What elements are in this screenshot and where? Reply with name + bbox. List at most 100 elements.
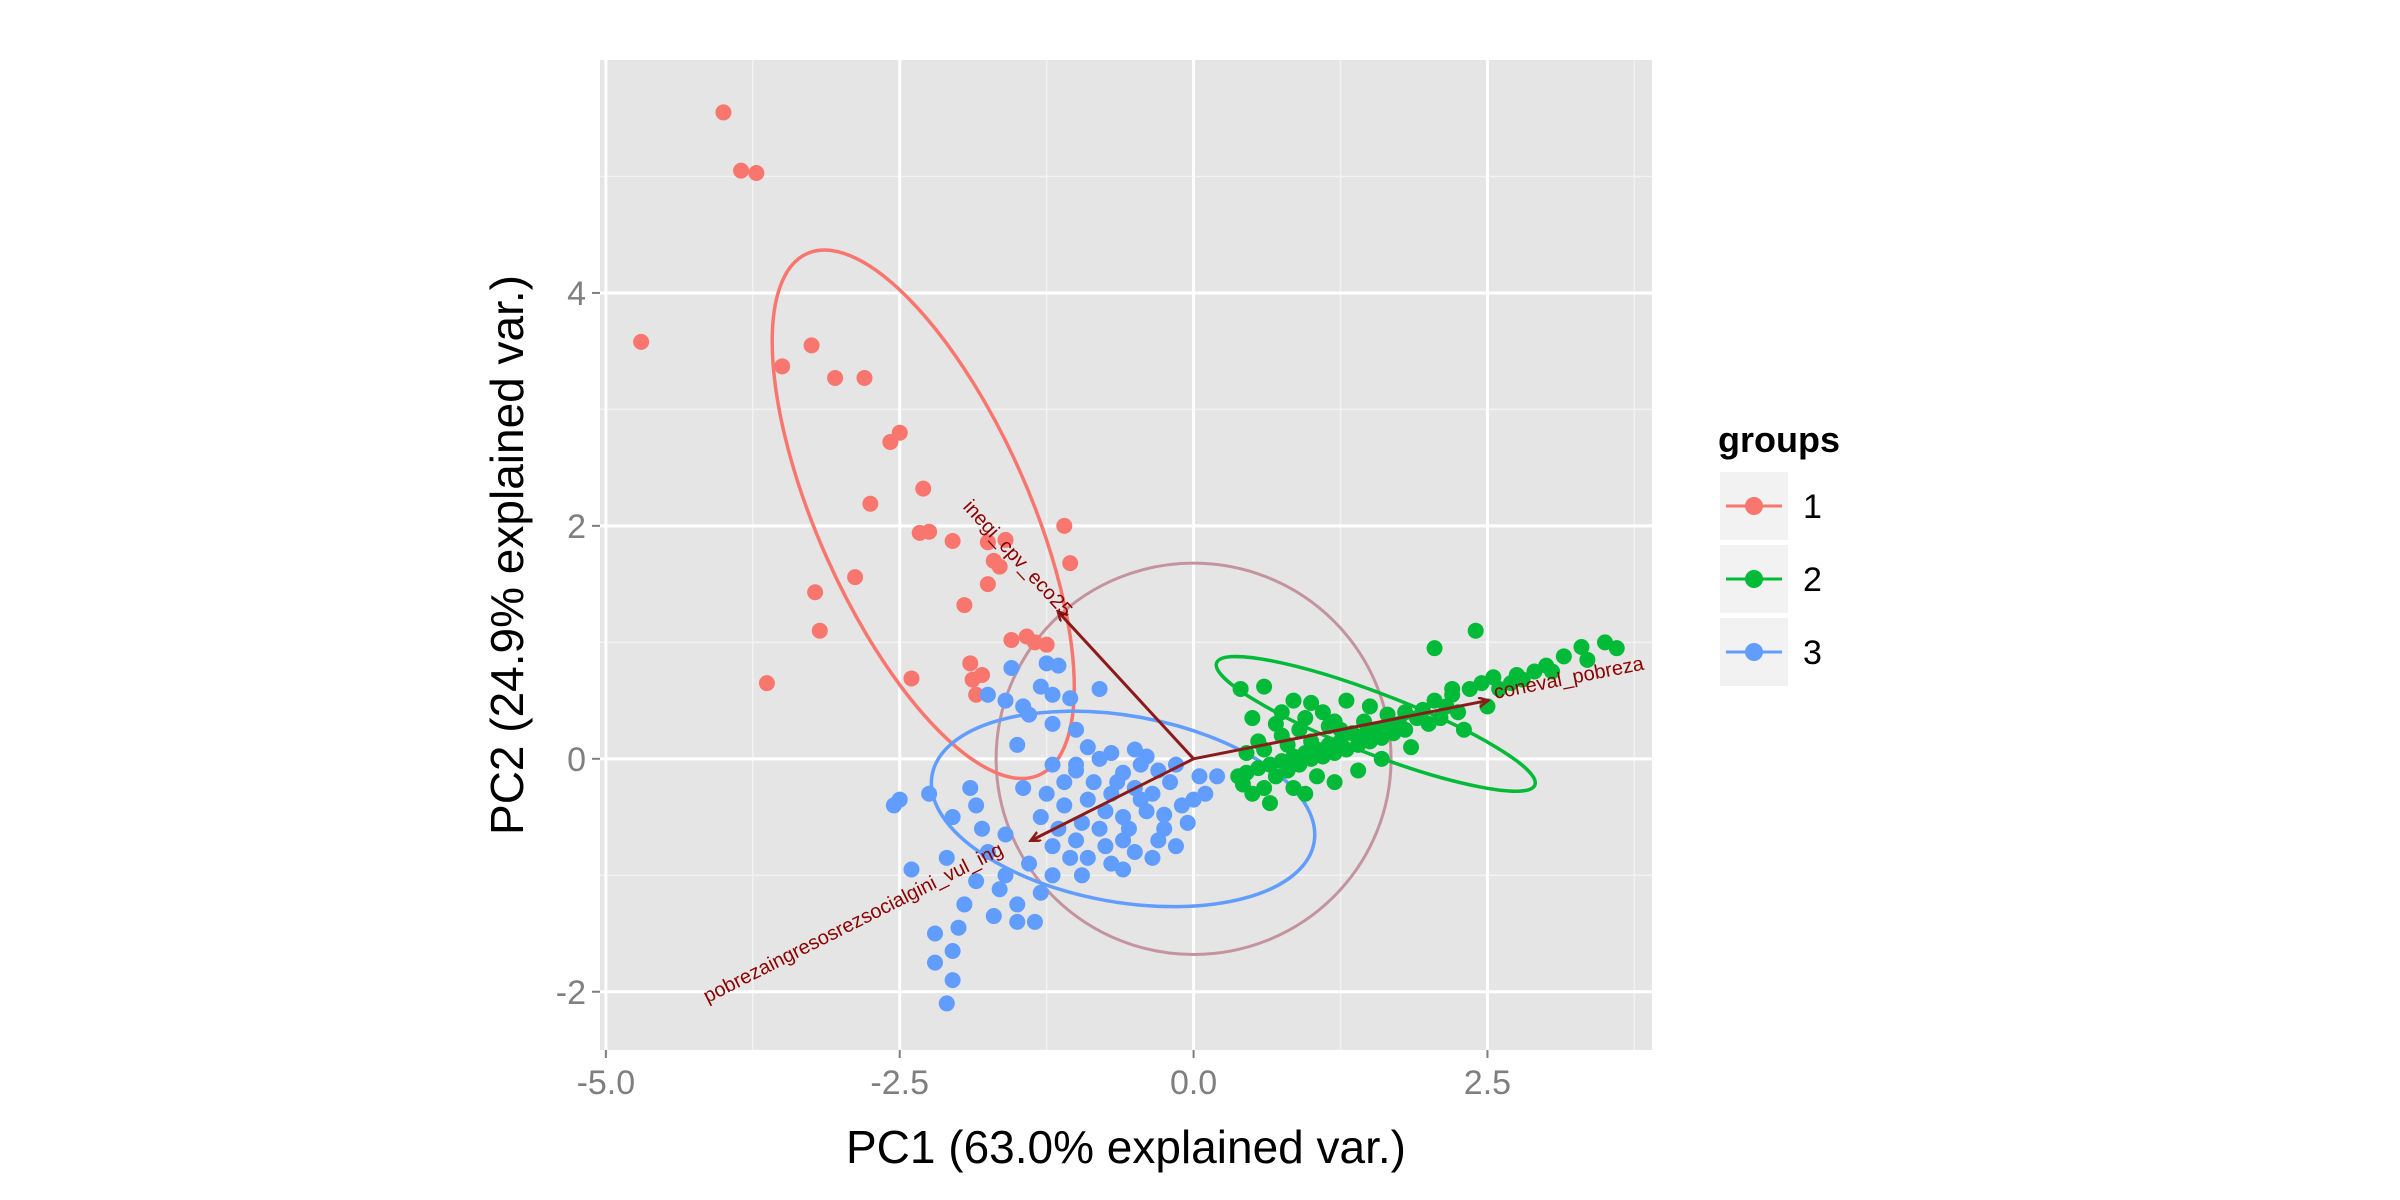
legend-label: 1 [1803, 488, 1822, 526]
data-point-group-2 [1338, 692, 1355, 709]
data-point-group-3 [1126, 741, 1143, 758]
data-point-group-1 [807, 584, 824, 601]
data-points [633, 104, 1625, 1012]
data-point-group-3 [1091, 750, 1108, 767]
data-point-group-1 [827, 369, 844, 386]
x-tick-label: -2.5 [870, 1064, 929, 1102]
data-point-group-1 [847, 569, 864, 586]
data-point-group-3 [1079, 791, 1096, 808]
data-point-group-3 [1162, 774, 1179, 791]
data-point-group-2 [1573, 639, 1590, 656]
data-point-group-3 [1144, 785, 1161, 802]
data-point-group-2 [1491, 680, 1508, 697]
data-point-group-3 [903, 861, 920, 878]
data-point-group-1 [715, 104, 732, 121]
data-point-group-2 [1461, 680, 1478, 697]
data-point-group-2 [1256, 779, 1273, 796]
data-point-group-3 [968, 873, 985, 890]
data-point-group-3 [1044, 867, 1061, 884]
data-point-group-3 [926, 925, 943, 942]
data-point-group-3 [1156, 820, 1173, 837]
data-point-group-1 [856, 369, 873, 386]
data-point-group-1 [1056, 517, 1073, 534]
legend-label: 2 [1803, 561, 1822, 599]
legend-item-3: 3 [1720, 618, 1822, 686]
data-point-group-1 [758, 675, 775, 692]
data-point-group-3 [979, 686, 996, 703]
data-point-group-3 [974, 820, 991, 837]
x-tick-label: 0.0 [1170, 1064, 1217, 1102]
data-point-group-2 [1403, 739, 1420, 756]
data-point-group-3 [921, 785, 938, 802]
data-point-group-3 [1062, 690, 1079, 707]
data-point-group-2 [1285, 692, 1302, 709]
data-point-group-2 [1285, 779, 1302, 796]
data-point-group-3 [1073, 867, 1090, 884]
grid-major [600, 60, 1652, 1050]
data-point-group-1 [968, 686, 985, 703]
data-point-group-3 [1191, 768, 1208, 785]
data-point-group-2 [1444, 680, 1461, 697]
data-point-group-3 [1079, 849, 1096, 866]
x-axis-ticks: -5.0 -2.5 0.0 2.5 [577, 1050, 1511, 1102]
data-point-group-3 [1038, 785, 1055, 802]
data-point-group-3 [997, 692, 1014, 709]
y-tick-label: 4 [567, 275, 586, 313]
data-point-group-3 [991, 881, 1008, 898]
data-point-group-2 [1514, 671, 1531, 688]
x-tick-label: -5.0 [577, 1064, 636, 1102]
data-point-group-3 [1126, 844, 1143, 860]
data-point-group-2 [1314, 704, 1331, 721]
data-point-group-3 [1097, 838, 1114, 855]
data-point-group-1 [774, 358, 791, 375]
data-point-group-2 [1432, 710, 1449, 727]
x-tick-label: 2.5 [1464, 1064, 1511, 1102]
data-point-group-3 [1109, 774, 1126, 791]
data-point-group-3 [997, 867, 1014, 884]
legend-item-1: 1 [1720, 472, 1822, 540]
data-point-group-1 [964, 671, 981, 688]
data-point-group-3 [1120, 820, 1137, 837]
data-point-group-3 [1097, 803, 1114, 820]
legend: groups 1 2 3 [1718, 419, 1840, 686]
data-point-group-3 [1167, 838, 1184, 855]
data-point-group-3 [1021, 706, 1038, 723]
data-point-group-3 [938, 995, 955, 1012]
data-point-group-2 [1309, 768, 1326, 785]
data-point-group-2 [1291, 721, 1308, 738]
data-point-group-1 [962, 655, 979, 672]
data-point-group-3 [885, 797, 902, 814]
correlation-circle [994, 561, 1393, 956]
data-point-group-1 [979, 576, 996, 593]
data-point-group-3 [1032, 809, 1049, 826]
data-point-group-3 [1032, 678, 1049, 695]
legend-title: groups [1718, 419, 1840, 460]
data-point-group-3 [1062, 849, 1079, 866]
data-point-group-1 [803, 337, 820, 354]
data-point-group-3 [1156, 806, 1173, 823]
data-point-group-3 [968, 797, 985, 814]
data-point-group-1 [633, 333, 650, 350]
data-point-group-3 [1185, 791, 1202, 808]
legend-label: 3 [1803, 634, 1822, 672]
data-point-group-3 [1044, 838, 1061, 855]
data-point-group-3 [1056, 797, 1073, 814]
data-point-group-3 [1056, 774, 1073, 791]
legend-items: 1 2 3 [1720, 472, 1822, 686]
data-point-group-2 [1273, 704, 1290, 721]
data-point-group-3 [1068, 721, 1085, 738]
loading-arrow [1031, 757, 1195, 841]
plot-panel [600, 60, 1652, 1050]
legend-key-point [1745, 497, 1763, 515]
data-point-group-2 [1261, 795, 1278, 812]
data-point-group-3 [1115, 861, 1132, 878]
ellipse-group-3 [929, 709, 1317, 909]
data-point-group-3 [1085, 774, 1102, 791]
data-point-group-3 [1144, 849, 1161, 866]
data-point-group-2 [1455, 721, 1472, 738]
ellipse-group-2 [1214, 654, 1538, 793]
data-point-group-3 [1044, 715, 1061, 732]
data-point-group-1 [1062, 555, 1079, 572]
data-point-group-2 [1350, 762, 1367, 779]
